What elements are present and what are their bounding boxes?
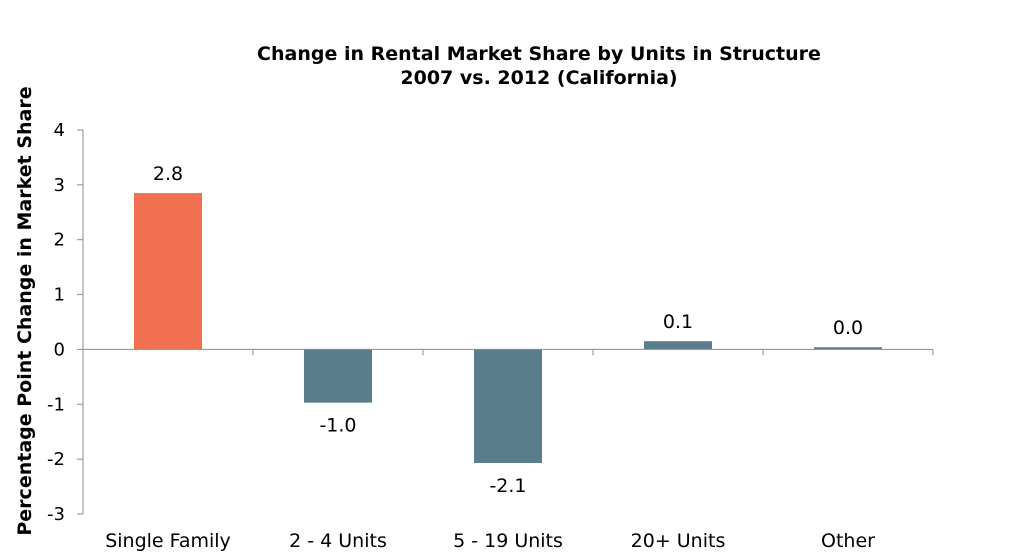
data-label: 0.0 xyxy=(833,317,863,339)
data-label: 2.8 xyxy=(153,163,183,185)
y-tick-label: 1 xyxy=(54,285,65,306)
bar-other xyxy=(814,347,882,350)
data-labels: 2.8 -1.0 -2.1 0.1 0.0 xyxy=(153,163,863,497)
bar-20-units xyxy=(644,341,712,350)
data-label: 0.1 xyxy=(663,311,693,333)
category-label: 5 - 19 Units xyxy=(453,530,563,552)
chart-title: Change in Rental Market Share by Units i… xyxy=(257,43,821,65)
data-label: -1.0 xyxy=(319,415,356,437)
bar-5-19-units xyxy=(474,349,542,463)
data-label: -2.1 xyxy=(489,475,526,497)
category-labels: Single Family 2 - 4 Units 5 - 19 Units 20+ … xyxy=(105,530,875,552)
y-tick-label: 4 xyxy=(54,120,65,141)
y-tick-label: 2 xyxy=(54,230,65,251)
y-axis-label: Percentage Point Change in Market Share xyxy=(14,86,36,535)
category-label: Other xyxy=(821,530,875,552)
category-label: 20+ Units xyxy=(631,530,726,552)
bar-single-family xyxy=(134,193,202,350)
y-tick-label: -3 xyxy=(47,504,65,525)
bar-2-4-units xyxy=(304,349,372,403)
category-label: 2 - 4 Units xyxy=(289,530,387,552)
y-tick-label: 3 xyxy=(54,175,65,196)
bars xyxy=(134,193,882,463)
x-ticks xyxy=(82,349,934,356)
category-label: Single Family xyxy=(105,530,231,552)
chart-subtitle: 2007 vs. 2012 (California) xyxy=(400,67,677,89)
y-tick-label: -2 xyxy=(47,449,65,470)
y-ticks: 4 3 2 1 0 -1 -2 -3 xyxy=(47,120,83,525)
y-tick-label: -1 xyxy=(47,394,65,415)
y-tick-label: 0 xyxy=(54,339,65,360)
